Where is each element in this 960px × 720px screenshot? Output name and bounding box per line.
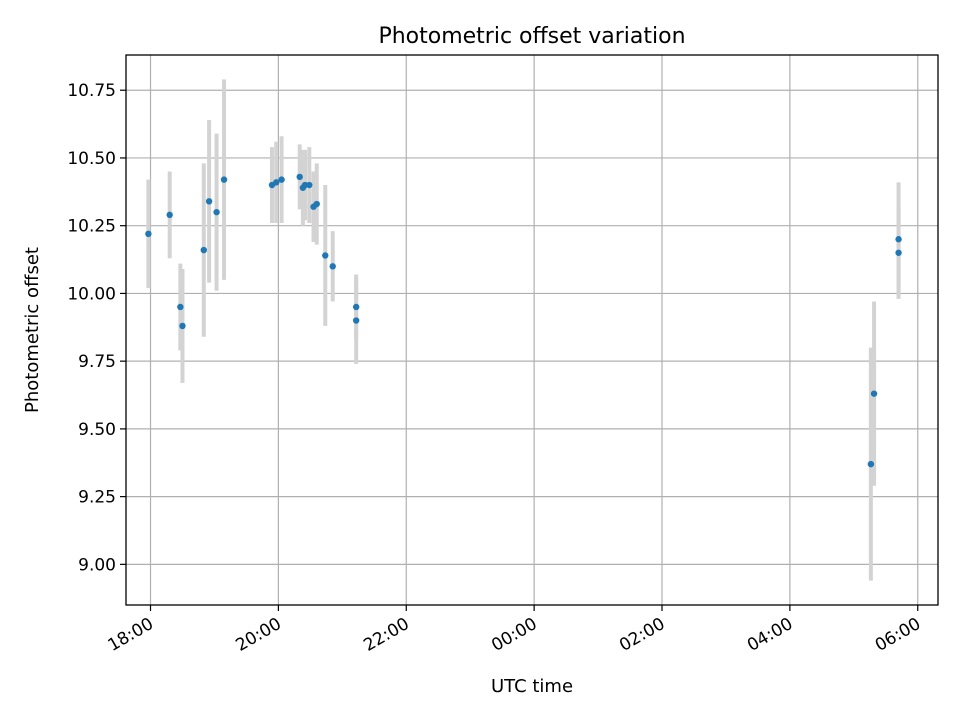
data-point [870,390,878,397]
data-point [278,176,285,183]
x-tick-label: 18:00 [105,614,157,656]
data-point [179,322,186,330]
data-point [867,460,875,468]
x-axis-label: UTC time [491,676,573,697]
y-tick-layer: 9.00 9.25 9.50 9.75 10.00 10.25 10.50 10.75 [67,81,126,575]
errorbar-layer [146,79,901,581]
data-point [296,173,303,181]
data-point [313,200,320,208]
data-point [220,176,228,183]
y-tick-label: 9.75 [78,352,116,372]
data-point [200,246,207,254]
data-point [895,249,902,256]
data-point [329,263,336,270]
y-tick-label: 9.00 [78,555,116,575]
x-tick-label: 04:00 [744,614,796,656]
data-point [306,181,313,189]
data-point [205,198,213,205]
x-tick-layer: 18:00 20:00 22:00 00:00 02:00 04:00 06:00 [105,605,924,656]
data-point [145,230,152,238]
y-tick-label: 9.50 [78,420,116,440]
chart-title: Photometric offset variation [378,24,685,49]
data-point [895,236,902,243]
data-point [322,252,329,259]
data-point [273,179,280,186]
data-point [177,303,184,311]
x-tick-label: 06:00 [872,614,924,656]
y-axis-label: Photometric offset [22,247,43,413]
x-tick-label: 20:00 [232,614,284,656]
y-tick-label: 10.25 [67,217,116,237]
data-point [213,208,220,216]
plot-frame [125,54,939,606]
point-layer [145,173,902,468]
y-tick-label: 9.25 [78,488,116,508]
y-tick-label: 10.75 [67,81,116,101]
y-tick-label: 10.50 [67,149,116,169]
y-tick-label: 10.00 [67,284,116,304]
x-tick-label: 02:00 [616,614,668,656]
grid-layer [126,55,938,605]
x-tick-label: 22:00 [360,614,412,656]
data-point [352,303,360,311]
x-tick-label: 00:00 [488,614,540,656]
data-point [166,211,173,219]
data-point [352,317,360,324]
